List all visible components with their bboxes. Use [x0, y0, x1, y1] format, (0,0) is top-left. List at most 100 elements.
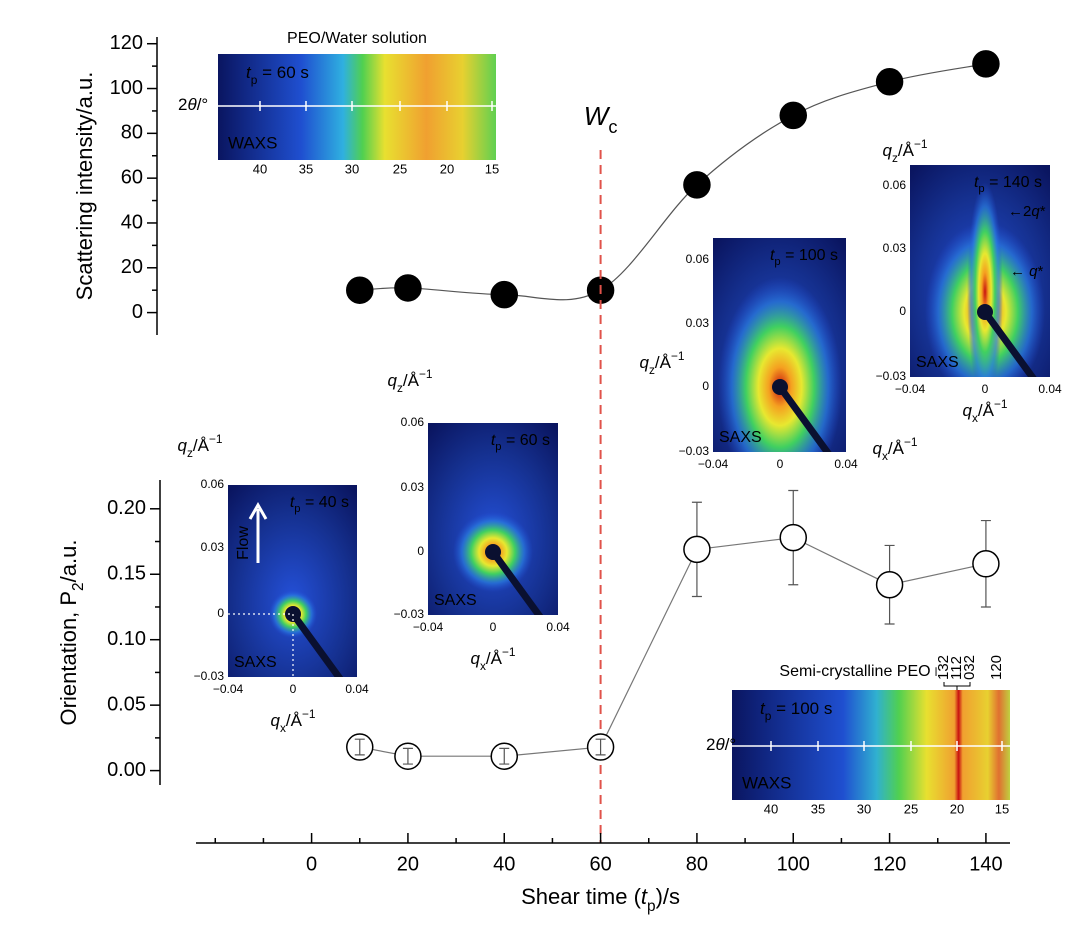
- inset-time-part: p: [294, 503, 300, 515]
- inset-time-part: = 60 s: [257, 63, 309, 82]
- y-tick-label: 40: [121, 211, 143, 233]
- x-tick-label: 80: [686, 853, 708, 875]
- scale-label: 35: [811, 801, 825, 816]
- critical-label: Wc: [584, 101, 618, 137]
- inset-time: tp = 100 s: [770, 247, 838, 268]
- flow-label: Flow: [235, 526, 252, 560]
- scale-label: 35: [299, 161, 313, 176]
- data-point: [972, 50, 1000, 78]
- inset-x-tick-label: 0.04: [546, 620, 570, 634]
- inset-time-part: t: [246, 63, 252, 82]
- y-tick-label: 100: [110, 77, 143, 99]
- inset-time-part: p: [495, 441, 501, 453]
- inset-y-label-part: q: [882, 141, 892, 160]
- inset-x-label-part: q: [470, 649, 480, 668]
- inset-tag: SAXS: [434, 592, 477, 609]
- beam-stop: [772, 379, 788, 395]
- dotted-guide: [228, 613, 294, 677]
- peak-bracket: [943, 682, 971, 690]
- inset-y-label-part: q: [639, 353, 649, 372]
- inset-y-label-part: z: [892, 151, 898, 165]
- inset-y-label: qz/Å−1: [387, 367, 432, 395]
- inset-y-tick-label: −0.03: [679, 444, 710, 458]
- inset-axis-label: 2θ/°: [178, 95, 208, 114]
- inset-y-tick-label: 0: [417, 544, 424, 558]
- y-tick-label: 80: [121, 122, 143, 144]
- y-tick-label: 0.05: [107, 693, 146, 715]
- inset-time-part: = 100 s: [771, 699, 832, 718]
- y-tick-label: 20: [121, 256, 143, 278]
- data-point: [394, 274, 422, 302]
- inset-time-part: p: [774, 256, 780, 268]
- inset-x-label-part: x: [972, 411, 978, 425]
- inset-y-tick-label: 0.06: [883, 178, 907, 192]
- peak-marker-part: *: [1040, 203, 1046, 220]
- beam-stop-arm: [982, 309, 1037, 377]
- inset-x-tick-label: 0: [490, 620, 497, 634]
- inset-axis-label-part: θ: [715, 735, 725, 754]
- inset-x-label-part: /Å: [978, 401, 995, 420]
- y-tick-label: 120: [110, 32, 143, 54]
- inset-time-part: p: [251, 73, 258, 87]
- inset-time-part: = 40 s: [301, 494, 349, 511]
- error-bar: [499, 747, 510, 765]
- y-axis-label: Orientation, P2/a.u.: [56, 540, 87, 726]
- inset-time: tp = 60 s: [246, 63, 309, 87]
- inset-time-part: = 140 s: [985, 174, 1042, 191]
- saxs-image: tp = 100 s SAXS: [713, 238, 846, 452]
- inset-title: Semi-crystalline PEO: [779, 663, 930, 680]
- y-axis-label-part: 2: [70, 582, 87, 591]
- peak-label: 032: [961, 655, 978, 680]
- error-bar: [402, 747, 413, 765]
- scale-label: 20: [950, 801, 964, 816]
- inset-time-part: t: [290, 494, 295, 511]
- beam-stop: [485, 544, 501, 560]
- inset-time-part: t: [760, 699, 766, 718]
- inset-x-label: qx/Å−1: [962, 397, 1007, 425]
- inset-y-label-part: /Å: [403, 371, 420, 390]
- inset-y-tick-label: −0.03: [394, 607, 425, 621]
- x-axis-label-part: p: [647, 898, 656, 915]
- inset-time-part: t: [974, 174, 979, 191]
- inset-x-tick-label: −0.04: [698, 457, 729, 471]
- inset-tag: SAXS: [719, 429, 762, 446]
- inset-axis-label-part: /°: [197, 95, 209, 114]
- inset-y-tick-label: 0.03: [686, 316, 710, 330]
- inset-y-tick-label: 0.06: [686, 252, 710, 266]
- beam-stop-arm: [290, 611, 344, 677]
- inset-x-tick-label: 0: [777, 457, 784, 471]
- inset-time-part: p: [765, 709, 772, 723]
- inset-x-label-part: x: [480, 659, 486, 673]
- x-axis-label-part: Shear time (: [521, 884, 641, 909]
- inset-y-label: qz/Å−1: [882, 137, 927, 165]
- inset-axis-label: 2θ/°: [706, 735, 736, 754]
- inset-y-label-part: −1: [419, 367, 433, 381]
- x-axis-label-part: t: [641, 884, 648, 909]
- inset-x-label: qx/Å−1: [470, 645, 515, 673]
- scale-label: 25: [393, 161, 407, 176]
- inset-axis-label-part: 2: [706, 735, 715, 754]
- saxs-image: tp = 60 s SAXS: [428, 423, 558, 615]
- peak-label: 120: [988, 655, 1005, 680]
- inset-x-label: qx/Å−1: [872, 435, 917, 463]
- y-axis-label-part: /a.u.: [56, 540, 81, 583]
- inset-x-label-part: q: [872, 439, 882, 458]
- inset-time: tp = 100 s: [760, 699, 832, 723]
- inset-x-label-part: x: [280, 721, 286, 735]
- inset-y-label-part: −1: [671, 349, 685, 363]
- scale-label: 20: [440, 161, 454, 176]
- critical-label-part: W: [584, 101, 611, 131]
- inset-y-tick-label: 0.06: [201, 477, 225, 491]
- inset-y-tick-label: 0: [702, 379, 709, 393]
- inset-title: PEO/Water solution: [287, 30, 427, 47]
- waxs-image: [218, 54, 496, 160]
- inset-y-label: qz/Å−1: [177, 432, 222, 460]
- inset-x-label-part: −1: [994, 397, 1008, 411]
- y-tick-label: 0.00: [107, 759, 146, 781]
- inset-x-tick-label: 0.04: [1038, 382, 1062, 396]
- inset-y-label-part: z: [187, 446, 193, 460]
- error-bar: [354, 738, 365, 756]
- y-tick-label: 0.20: [107, 497, 146, 519]
- beam-stop: [977, 304, 993, 320]
